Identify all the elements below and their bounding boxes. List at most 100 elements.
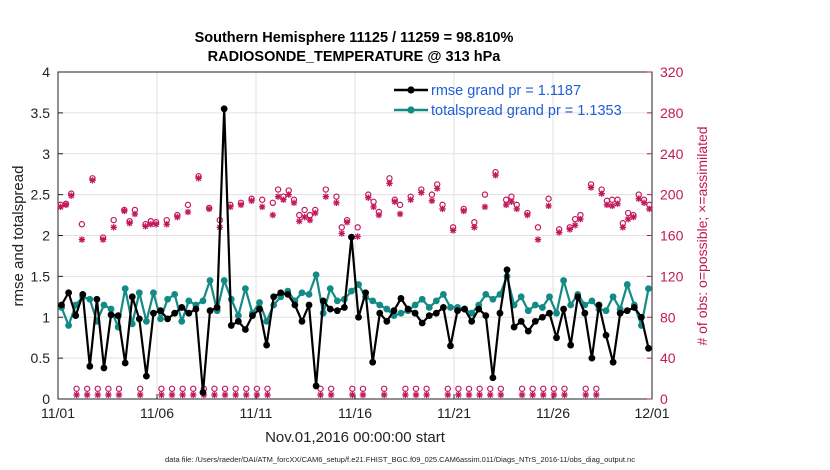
x-tick-label: 12/01 [634, 405, 669, 421]
obs-assimilated-stroke [444, 392, 451, 398]
spread-point [348, 287, 355, 295]
obs-assimilated-point [94, 391, 101, 399]
obs-assimilated-point [253, 391, 261, 399]
spread-point [256, 299, 263, 306]
obs-assimilated-stroke [291, 199, 297, 206]
x-tick-label: 11/21 [437, 405, 471, 421]
obs-assimilated-stroke [455, 392, 462, 398]
obs-assimilated-point [317, 391, 324, 399]
obs-assimilated-point [137, 391, 144, 399]
obs-assimilated-point [418, 189, 425, 196]
spread-point [411, 301, 419, 309]
rmse-point [128, 293, 136, 301]
rmse-point [432, 309, 440, 317]
obs-possible-point [269, 199, 276, 206]
spread-point [135, 289, 143, 297]
rmse-point [425, 312, 433, 320]
obs-assimilated-point [280, 196, 287, 203]
obs-assimilated-point [359, 391, 367, 399]
obs-assimilated-point [434, 185, 441, 192]
rmse-point [404, 305, 412, 313]
spread-point [517, 293, 525, 301]
rmse-point [447, 342, 454, 350]
obs-assimilated-stroke [619, 224, 626, 231]
obs-possible-point [497, 385, 505, 392]
obs-assimilated-stroke [68, 192, 75, 199]
rmse-point [390, 307, 398, 315]
obs-possible-point [137, 385, 144, 392]
obs-assimilated-point [343, 219, 351, 226]
obs-assimilated-stroke [471, 224, 478, 231]
obs-assimilated-point [428, 197, 436, 204]
rmse-point [588, 354, 596, 362]
obs-assimilated-stroke [508, 198, 515, 205]
y-tick-label-left: 2.5 [31, 187, 51, 203]
obs-assimilated-point [248, 197, 255, 204]
spread-point [567, 301, 575, 309]
obs-assimilated-stroke [333, 199, 340, 206]
rmse-point [609, 358, 617, 366]
rmse-point [645, 344, 652, 352]
obs-assimilated-stroke [402, 392, 409, 398]
obs-assimilated-point [412, 391, 420, 399]
rmse-point [531, 317, 539, 325]
obs-possible-point [423, 385, 430, 392]
obs-assimilated-point [396, 210, 404, 218]
obs-assimilated-stroke [84, 392, 91, 398]
obs-assimilated-point [555, 229, 563, 236]
spread-point [609, 293, 617, 301]
legend-spread-marker [407, 106, 415, 114]
obs-assimilated-stroke [423, 392, 430, 398]
obs-possible-point [243, 385, 250, 392]
obs-assimilated-point [407, 196, 414, 203]
obs-possible-point [465, 385, 473, 392]
obs-assimilated-stroke [174, 214, 181, 220]
obs-assimilated-stroke [460, 208, 467, 214]
rmse-point [581, 309, 589, 317]
rmse-point [65, 289, 73, 297]
obs-assimilated-point [471, 224, 478, 231]
obs-possible-point [529, 385, 536, 392]
obs-assimilated-stroke [391, 198, 398, 205]
obs-assimilated-stroke [285, 191, 292, 198]
obs-assimilated-point [481, 203, 489, 211]
spread-point [418, 295, 426, 303]
obs-assimilated-stroke [646, 206, 653, 212]
obs-assimilated-stroke [110, 224, 117, 231]
obs-possible-point [582, 385, 589, 392]
spread-point [298, 289, 306, 297]
obs-assimilated-point [619, 224, 627, 231]
rmse-point [135, 315, 143, 323]
obs-assimilated-point [460, 207, 467, 215]
obs-possible-point [412, 385, 420, 392]
spread-point [164, 295, 172, 303]
obs-possible-point [540, 385, 547, 392]
y-tick-label-right: 160 [660, 228, 684, 244]
obs-assimilated-point [402, 391, 409, 399]
obs-possible-point [264, 385, 271, 392]
obs-assimilated-point [609, 202, 616, 210]
obs-assimilated-stroke [269, 212, 276, 218]
obs-assimilated-point [550, 391, 558, 399]
rmse-point [482, 312, 490, 320]
obs-assimilated-stroke [397, 211, 403, 217]
obs-possible-point [481, 191, 489, 198]
obs-assimilated-stroke [370, 204, 377, 210]
rmse-point [503, 266, 511, 274]
legend: rmse grand pr = 1.1187 totalspread grand… [394, 83, 622, 119]
x-tick-label: 11/16 [338, 405, 372, 421]
obs-assimilated-stroke [407, 196, 414, 203]
obs-assimilated-stroke [513, 206, 520, 212]
spread-point [432, 297, 440, 305]
obs-assimilated-point [635, 195, 642, 202]
obs-assimilated-stroke [222, 392, 228, 398]
spread-point [241, 285, 249, 293]
obs-assimilated-stroke [535, 236, 541, 243]
rmse-point [305, 301, 313, 309]
obs-assimilated-point [492, 172, 499, 179]
obs-assimilated-point [269, 211, 276, 219]
rmse-point [220, 105, 228, 113]
obs-assimilated-stroke [63, 201, 69, 208]
spread-point [305, 290, 313, 298]
